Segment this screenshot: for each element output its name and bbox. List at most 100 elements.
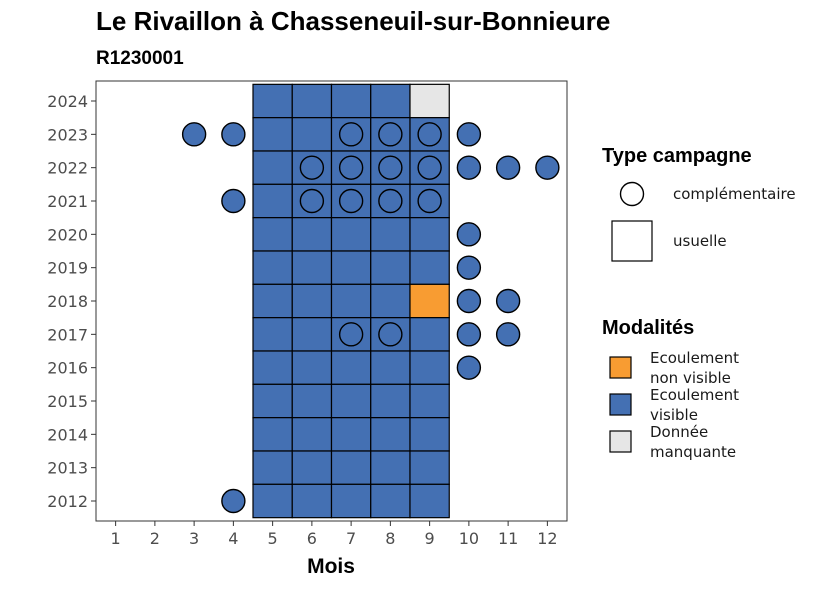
tile-2024-9 [409,83,450,119]
x-tick-label: 3 [189,529,199,548]
x-tick-label: 6 [307,529,317,548]
tile-2024-8 [370,83,411,119]
legend-swatch-2 [609,393,632,416]
y-tick-label: 2024 [47,92,88,111]
point-2019-10 [456,255,482,280]
tile-2015-8 [370,383,411,419]
tile-2019-6 [291,250,333,285]
point-2021-8 [378,188,403,214]
x-tick-label: 8 [385,529,395,548]
point-2022-7 [338,155,364,180]
tile-2020-8 [370,217,411,252]
point-2023-10 [456,122,482,147]
plot-area: 1 2 3 4 5 6 7 8 9 10 11 122012201320142015201620172… [47,80,568,548]
tile-2017-9 [409,317,450,352]
x-tick-label: 9 [425,529,435,548]
tile-2015-7 [330,383,372,419]
tile-2020-5 [252,217,293,252]
point-2022-11 [495,155,521,180]
legend: Type campagne complémentaire usuelle Modali… [602,145,796,461]
y-tick-label: 2016 [47,359,88,378]
tile-2022-5 [252,150,293,185]
point-2012-4 [221,488,246,514]
point-2022-8 [378,155,403,180]
x-tick-label: 2 [150,529,160,548]
point-2023-4 [221,122,246,147]
legend-label-modalite: non visible [650,369,731,387]
x-tick-label: 5 [268,529,278,548]
tile-2017-6 [291,317,333,352]
tile-2015-9 [409,383,450,419]
tile-2015-6 [291,383,333,419]
tile-2023-5 [252,117,293,152]
tile-2016-8 [370,350,411,385]
tile-2014-7 [330,417,372,452]
legend-swatch-3 [609,430,632,453]
tile-2014-5 [252,417,293,452]
point-2021-9 [417,188,442,214]
x-tick-label: 4 [228,529,238,548]
y-tick-label: 2017 [47,325,88,344]
x-axis-title: Mois [307,555,355,578]
tile-2023-6 [291,117,333,152]
tile-2024-5 [252,83,293,119]
legend-key-circle [619,181,645,207]
point-2022-10 [456,155,482,180]
point-2021-4 [221,188,246,214]
tile-2018-6 [291,283,333,319]
y-tick-label: 2012 [47,492,88,511]
tile-2013-8 [370,450,411,485]
tile-2016-9 [409,350,450,385]
y-tick-label: 2023 [47,125,88,144]
tile-2019-5 [252,250,293,285]
tile-2018-7 [330,283,372,319]
legend-label-circle: complémentaire [673,185,796,203]
y-tick-label: 2013 [47,459,88,478]
chart-subtitle: R1230001 [96,48,184,69]
tile-2020-6 [291,217,333,252]
legend-label-square: usuelle [673,232,727,250]
point-2022-6 [299,155,325,180]
tile-2012-9 [409,483,450,519]
tile-2024-7 [330,83,372,119]
legend-label-modalite: Ecoulement [650,386,739,404]
y-tick-label: 2015 [47,392,88,411]
point-2017-7 [338,322,364,347]
tile-2013-6 [291,450,333,485]
tile-2016-7 [330,350,372,385]
legend-label-modalite: Ecoulement [650,349,739,367]
tile-2018-9 [409,283,450,319]
point-2022-9 [417,155,442,180]
point-2021-7 [338,188,364,214]
point-2020-10 [456,222,482,247]
point-2018-10 [456,288,482,314]
tile-2012-8 [370,483,411,519]
tile-2013-7 [330,450,372,485]
point-2023-7 [338,122,364,147]
tile-2012-5 [252,483,293,519]
tile-2021-5 [252,183,293,219]
point-2023-8 [378,122,403,147]
y-tick-label: 2019 [47,259,88,278]
tile-2018-5 [252,283,293,319]
point-2016-10 [456,355,482,380]
tile-2020-9 [409,217,450,252]
x-tick-label: 1 [111,529,121,548]
tile-2014-9 [409,417,450,452]
tile-2019-8 [370,250,411,285]
legend-label-modalite: manquante [650,443,736,461]
tile-2017-5 [252,317,293,352]
x-tick-label: 7 [346,529,356,548]
y-tick-label: 2014 [47,425,88,444]
point-2018-11 [495,288,521,314]
legend-key-square [611,220,653,262]
point-2021-6 [299,188,325,214]
point-2022-12 [535,155,560,180]
legend-label-modalite: visible [650,406,698,424]
tile-2019-7 [330,250,372,285]
point-2023-3 [181,122,207,147]
chart-title: Le Rivaillon à Chasseneuil-sur-Bonnieure [96,6,610,36]
tile-2013-9 [409,450,450,485]
tile-2018-8 [370,283,411,319]
y-tick-label: 2022 [47,159,88,178]
